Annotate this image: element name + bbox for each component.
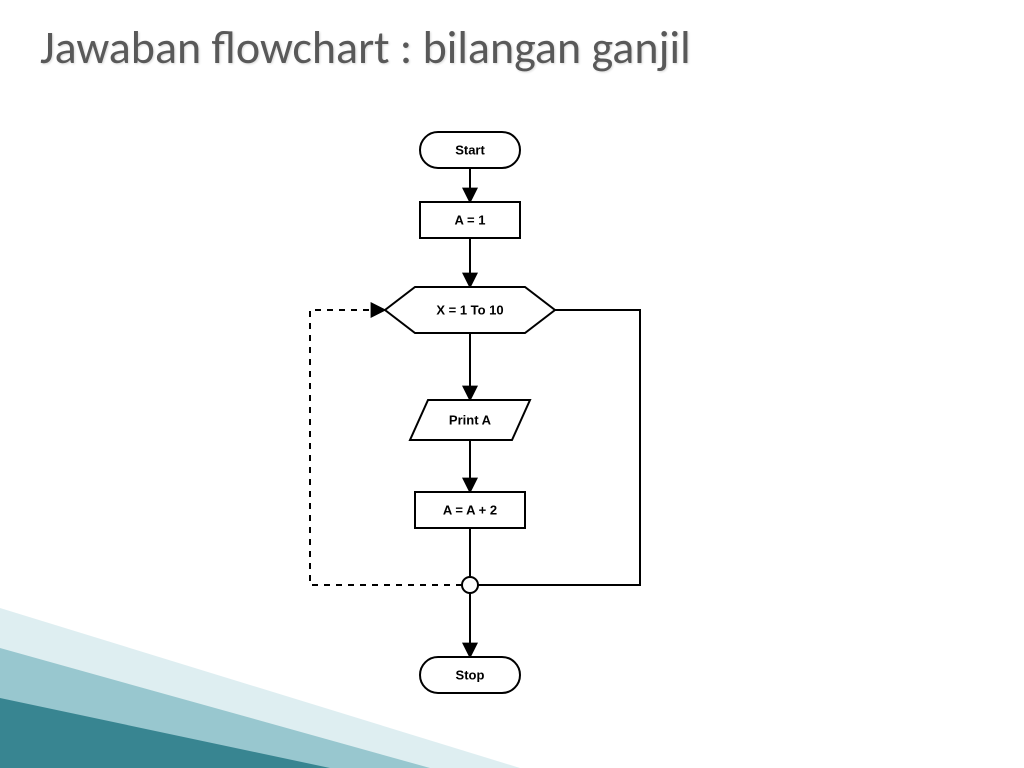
flowchart-canvas: Start A = 1 X = 1 To 10 Print A A = A + 2 Sto… [270,80,770,760]
node-start: Start [420,132,520,168]
node-label-stop: Stop [456,667,485,682]
node-label-inc: A = A + 2 [443,502,497,517]
edge-conn-loop [310,310,462,585]
node-label-print: Print A [449,412,492,427]
node-inc: A = A + 2 [415,492,525,528]
node-loop: X = 1 To 10 [385,287,555,333]
node-label-init: A = 1 [455,212,486,227]
edge-loop-conn [478,310,640,585]
node-stop: Stop [420,657,520,693]
node-label-loop: X = 1 To 10 [436,302,503,317]
node-init: A = 1 [420,202,520,238]
page-title: Jawaban flowchart : bilangan ganjil [40,20,691,76]
node-print: Print A [410,400,530,440]
flowchart-svg: Start A = 1 X = 1 To 10 Print A A = A + 2 Sto… [270,80,770,760]
node-label-start: Start [455,142,485,157]
node-conn [462,577,478,593]
